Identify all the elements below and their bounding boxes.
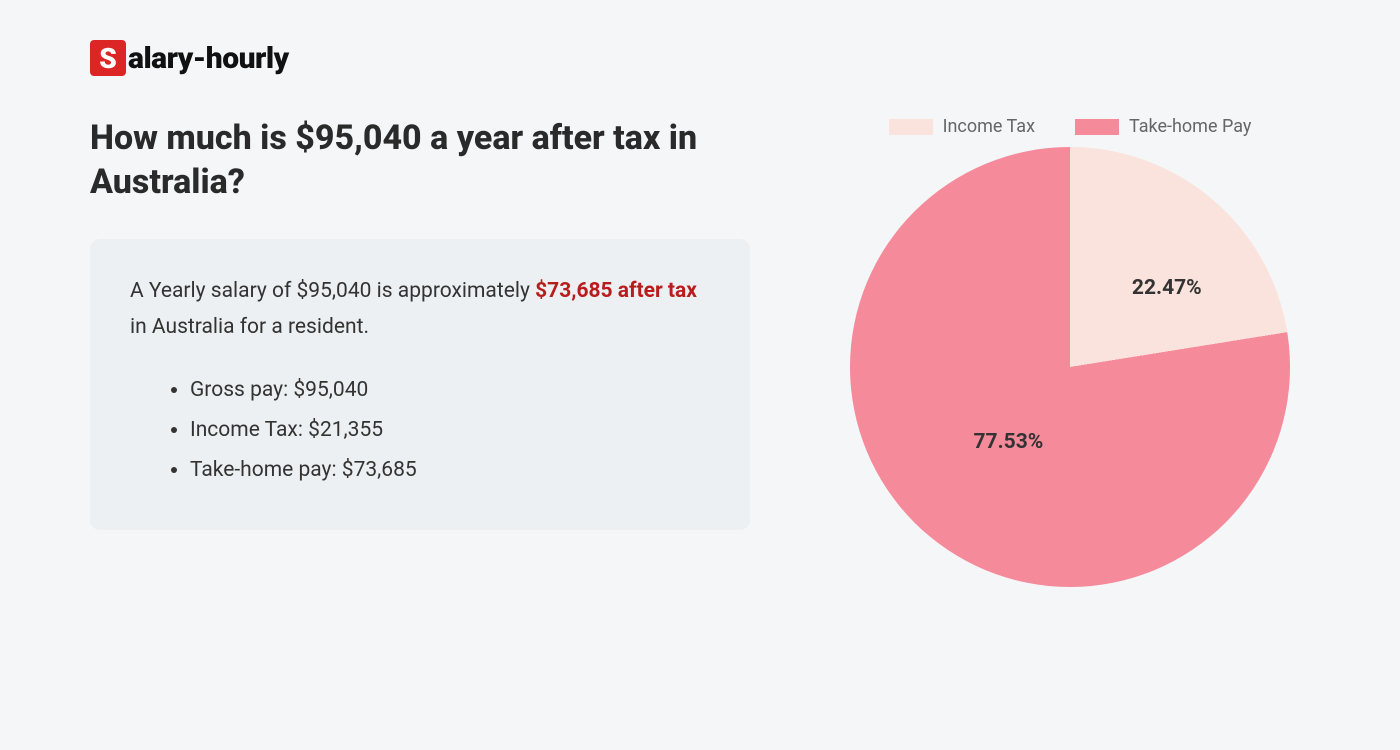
summary-box: A Yearly salary of $95,040 is approximat… [90,239,750,530]
pie-label-income-tax: 22.47% [1132,276,1202,300]
chart-legend: Income Tax Take-home Pay [830,116,1310,137]
legend-item-take-home: Take-home Pay [1075,116,1251,137]
summary-prefix: A Yearly salary of $95,040 is approximat… [130,279,535,303]
summary-text: A Yearly salary of $95,040 is approximat… [130,274,710,345]
summary-highlight: $73,685 after tax [535,279,697,303]
page-container: S alary-hourly How much is $95,040 a yea… [0,0,1400,627]
legend-label: Take-home Pay [1129,116,1251,137]
logo-text: alary-hourly [128,41,289,76]
left-column: How much is $95,040 a year after tax in … [90,116,750,587]
pie-circle [850,147,1290,587]
page-heading: How much is $95,040 a year after tax in … [90,116,750,204]
bullet-item: Income Tax: $21,355 [190,411,710,451]
pie-chart: 22.47% 77.53% [850,147,1290,587]
bullet-item: Take-home pay: $73,685 [190,451,710,491]
legend-swatch [889,119,933,135]
bullet-item: Gross pay: $95,040 [190,371,710,411]
logo-box: S [90,40,126,76]
legend-swatch [1075,119,1119,135]
legend-label: Income Tax [943,116,1035,137]
right-column: Income Tax Take-home Pay 22.47% 77.53% [830,116,1310,587]
legend-item-income-tax: Income Tax [889,116,1035,137]
pie-label-take-home: 77.53% [973,430,1043,454]
bullet-list: Gross pay: $95,040 Income Tax: $21,355 T… [130,371,710,491]
logo: S alary-hourly [90,40,1310,76]
summary-suffix: in Australia for a resident. [130,315,369,339]
content-row: How much is $95,040 a year after tax in … [90,116,1310,587]
